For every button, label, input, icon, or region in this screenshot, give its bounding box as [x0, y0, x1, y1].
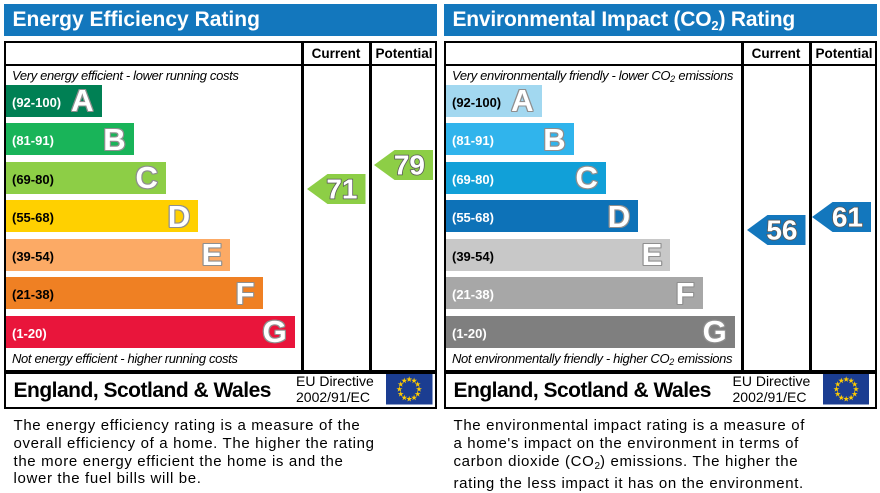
svg-text:56: 56 [766, 214, 797, 245]
svg-text:71: 71 [326, 173, 357, 204]
svg-text:79: 79 [394, 149, 425, 180]
svg-text:61: 61 [832, 202, 863, 233]
